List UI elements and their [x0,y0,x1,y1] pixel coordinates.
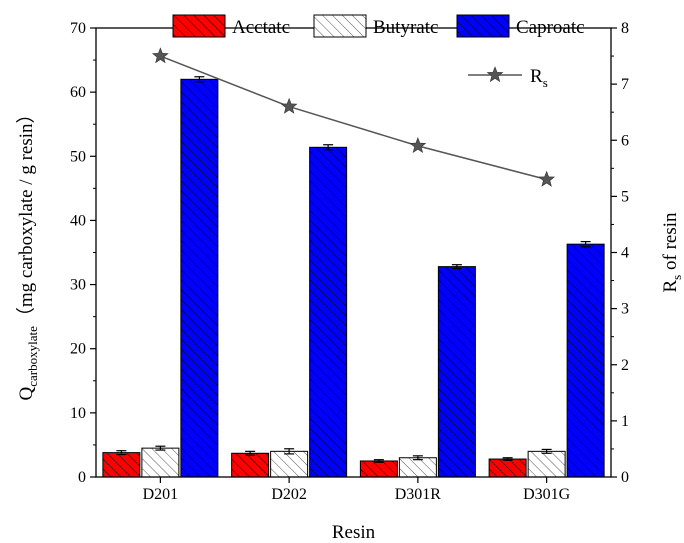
legend-marker-rs[interactable] [486,66,504,83]
x-axis-title: Resin [332,522,376,543]
y-axis-title-unit: （mg carboxylate / g resin） [15,105,37,327]
legend-label-caproate: Caproatc [516,17,585,38]
y-tick-label: 70 [70,20,86,37]
y2-axis-title-suffix: of resin [660,212,681,275]
y-axis-title: Qcarboxylate（mg carboxylate / g resin） [15,105,40,401]
y-axis-title-subscript: carboxylate [25,326,40,387]
rs-point-d301g[interactable] [538,170,556,187]
y2-tick-label: 3 [621,301,629,318]
y-tick-label: 30 [70,277,86,294]
x-tick-label-d301g: D301G [523,486,571,503]
y-tick-label: 10 [70,405,86,422]
y2-tick-label: 4 [621,245,629,262]
x-tick-label-d301r: D301R [395,486,442,503]
bar-caproate-d202[interactable] [309,146,348,478]
bar-acetate-d202[interactable] [231,452,270,478]
bar-butyrate-d202[interactable] [270,450,309,478]
y2-axis-title: Rs of resin [660,212,684,293]
bar-caproate-d201[interactable] [180,78,219,478]
legend-label-rs-main: R [530,66,543,87]
legend-label-rs-subscript: s [543,75,548,90]
x-tick-label-d201: D201 [143,486,179,503]
plot-frame [95,27,612,478]
legend-swatch-acetate[interactable] [172,14,226,38]
rs-point-d301r[interactable] [409,137,427,154]
y-tick-label: 50 [70,148,86,165]
bar-acetate-d301r[interactable] [359,460,398,478]
bar-butyrate-d301g[interactable] [527,450,566,478]
y2-axis-title-main: R [660,280,681,293]
bar-butyrate-d201[interactable] [141,447,180,478]
bar-caproate-d301r[interactable] [437,266,476,478]
y2-tick-label: 1 [621,413,629,430]
y2-tick-label: 8 [621,20,629,37]
y2-tick-label: 7 [621,76,629,93]
y-tick-label: 40 [70,212,86,229]
x-tick-label-d202: D202 [271,486,307,503]
y-tick-label: 20 [70,341,86,358]
y2-tick-label: 6 [621,132,629,149]
rs-line [160,55,547,181]
legend-swatch-butyrate[interactable] [313,14,367,38]
rs-point-d201[interactable] [151,47,169,64]
bar-caproate-d301g[interactable] [566,243,605,478]
legend-swatch-caproate[interactable] [456,14,510,38]
y2-tick-label: 2 [621,357,629,374]
y-tick-label: 0 [78,469,86,486]
rs-point-d202[interactable] [280,97,298,114]
legend-label-butyrate: Butyratc [373,17,438,38]
y-axis-title-main: Q [16,386,37,400]
bar-acetate-d301g[interactable] [488,458,527,478]
y2-tick-label: 5 [621,188,629,205]
legend-label-acetate: Acctatc [232,17,290,38]
bar-butyrate-d301r[interactable] [398,457,437,478]
y-tick-label: 60 [70,84,86,101]
y2-axis-title-subscript: s [669,275,684,280]
legend-label-rs: Rs [530,66,548,90]
y2-tick-label: 0 [621,469,629,486]
bar-acetate-d201[interactable] [102,452,141,478]
